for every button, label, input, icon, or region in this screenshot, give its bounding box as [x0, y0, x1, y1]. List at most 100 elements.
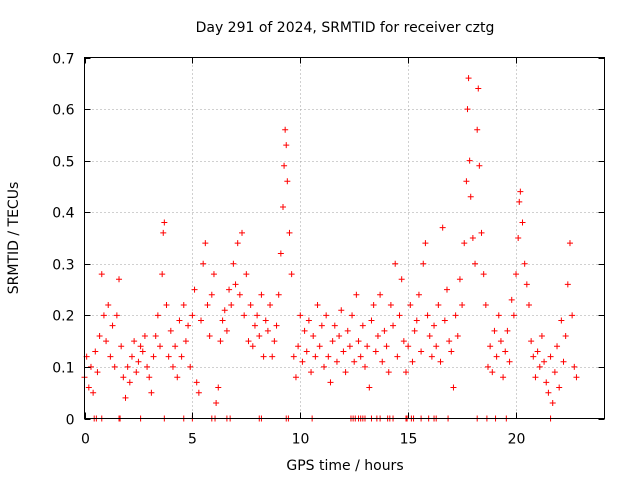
data-point — [372, 348, 379, 355]
data-point — [549, 400, 556, 407]
data-point — [374, 332, 381, 339]
data-point — [461, 240, 468, 247]
data-point — [569, 312, 576, 319]
data-point — [407, 302, 414, 309]
data-point — [413, 317, 420, 324]
data-point — [443, 286, 450, 293]
data-point — [232, 281, 239, 288]
data-point — [124, 363, 131, 370]
data-point — [187, 363, 194, 370]
y-tick-label: 0.1 — [52, 361, 74, 377]
data-point — [96, 332, 103, 339]
data-point — [357, 353, 364, 360]
data-point — [314, 302, 321, 309]
data-point — [159, 271, 166, 278]
data-point — [463, 178, 470, 185]
data-point — [185, 322, 192, 329]
data-point — [327, 379, 334, 386]
data-point — [500, 374, 507, 381]
data-point — [426, 332, 433, 339]
data-point — [491, 327, 498, 334]
data-point — [148, 389, 155, 396]
data-point — [92, 348, 99, 355]
data-point — [128, 353, 135, 360]
data-point — [284, 178, 291, 185]
data-point — [437, 358, 444, 365]
data-point — [282, 126, 289, 133]
data-point — [482, 302, 489, 309]
data-point — [111, 363, 118, 370]
data-point — [131, 338, 138, 345]
data-point — [521, 260, 528, 267]
data-point — [161, 219, 168, 226]
data-point — [333, 358, 340, 365]
axis-ticks — [84, 57, 605, 420]
data-point — [513, 271, 520, 278]
data-point — [344, 327, 351, 334]
data-point — [466, 157, 473, 164]
data-point — [290, 353, 297, 360]
data-point — [331, 322, 338, 329]
data-point — [107, 353, 114, 360]
data-point — [523, 281, 530, 288]
data-point — [126, 379, 133, 386]
data-point — [189, 312, 196, 319]
x-axis-label: GPS time / hours — [286, 458, 403, 474]
data-point — [133, 369, 140, 376]
data-point — [217, 338, 224, 345]
data-point — [241, 312, 248, 319]
data-point — [301, 327, 308, 334]
data-point — [236, 291, 243, 298]
data-point — [411, 327, 418, 334]
data-point — [295, 343, 302, 350]
data-point — [353, 291, 360, 298]
data-point — [213, 400, 220, 407]
data-point — [409, 358, 416, 365]
data-point — [439, 224, 446, 231]
data-point — [113, 312, 120, 319]
data-point — [219, 317, 226, 324]
data-point — [275, 291, 282, 298]
data-point — [405, 343, 412, 350]
data-point — [420, 260, 427, 267]
data-point — [571, 363, 578, 370]
data-point — [532, 374, 539, 381]
data-point — [297, 312, 304, 319]
data-point — [368, 317, 375, 324]
data-point — [493, 353, 500, 360]
data-point — [398, 276, 405, 283]
x-tick-label: 0 — [81, 432, 90, 448]
data-point — [286, 229, 293, 236]
data-point — [517, 188, 524, 195]
y-tick-label: 0.6 — [52, 103, 74, 119]
data-point — [464, 106, 471, 113]
data-point — [480, 271, 487, 278]
data-point — [174, 374, 181, 381]
data-point — [163, 302, 170, 309]
data-point — [516, 198, 523, 205]
data-point — [176, 317, 183, 324]
data-point — [283, 142, 290, 149]
data-point — [172, 343, 179, 350]
data-point — [118, 343, 125, 350]
grid — [84, 57, 605, 419]
data-point — [239, 229, 246, 236]
data-point — [120, 374, 127, 381]
data-point — [271, 338, 278, 345]
data-point — [269, 353, 276, 360]
data-point — [198, 317, 205, 324]
data-point — [519, 219, 526, 226]
y-tick-label: 0.5 — [52, 155, 74, 171]
data-point — [321, 363, 328, 370]
data-point — [191, 286, 198, 293]
data-point — [547, 353, 554, 360]
data-point — [534, 348, 541, 355]
data-point — [566, 240, 573, 247]
data-point — [305, 317, 312, 324]
data-point — [484, 363, 491, 370]
data-point — [267, 302, 274, 309]
data-point — [154, 312, 161, 319]
data-point — [150, 353, 157, 360]
data-point — [564, 281, 571, 288]
data-point — [215, 384, 222, 391]
